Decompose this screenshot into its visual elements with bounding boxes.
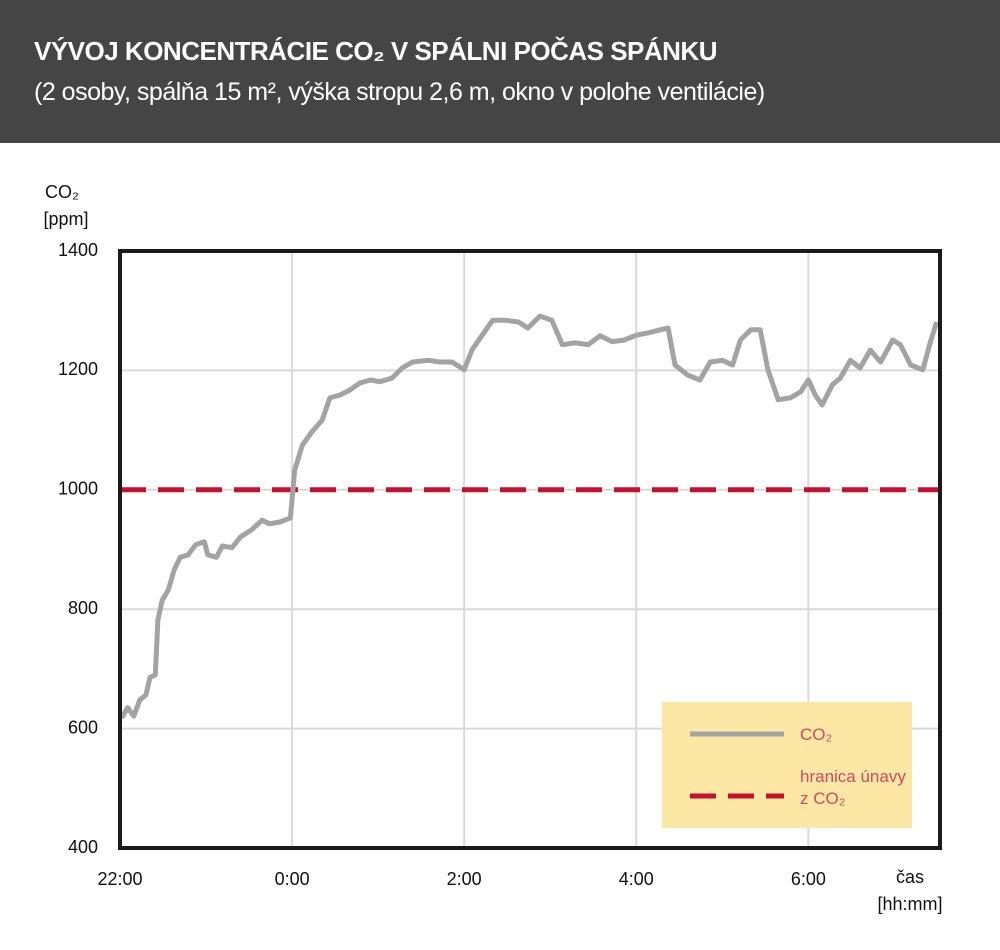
y-axis-label: CO₂ <box>45 182 79 202</box>
x-tick-label: 0:00 <box>275 869 310 889</box>
y-axis-label: [ppm] <box>43 209 88 229</box>
y-tick-label: 1000 <box>58 479 98 499</box>
x-tick-label: 22:00 <box>97 869 142 889</box>
x-tick-label: 4:00 <box>619 869 654 889</box>
y-tick-label: 800 <box>68 598 98 618</box>
y-tick-label: 600 <box>68 717 98 737</box>
y-tick-label: 1200 <box>58 359 98 379</box>
data-line <box>119 313 939 720</box>
plot-frame <box>118 249 942 850</box>
x-axis-label: čas <box>896 867 924 887</box>
legend: CO₂ hranica únavy z CO₂ <box>662 702 912 828</box>
header: VÝVOJ KONCENTRÁCIE CO₂ V SPÁLNI POČAS SP… <box>0 0 1000 143</box>
x-tick-label: 2:00 <box>447 869 482 889</box>
x-tick-label: 6:00 <box>791 869 826 889</box>
x-axis-label: [hh:mm] <box>877 894 942 914</box>
y-tick-label: 400 <box>68 837 98 857</box>
legend-keys <box>690 731 784 799</box>
y-tick-label: 1400 <box>58 240 98 260</box>
chart-subtitle: (2 osoby, spálňa 15 m², výška stropu 2,6… <box>34 78 765 106</box>
legend-label: hranica únavy z CO₂ <box>800 767 906 808</box>
legend-label: CO₂ <box>800 725 833 744</box>
chart-title: VÝVOJ KONCENTRÁCIE CO₂ V SPÁLNI POČAS SP… <box>34 36 717 66</box>
